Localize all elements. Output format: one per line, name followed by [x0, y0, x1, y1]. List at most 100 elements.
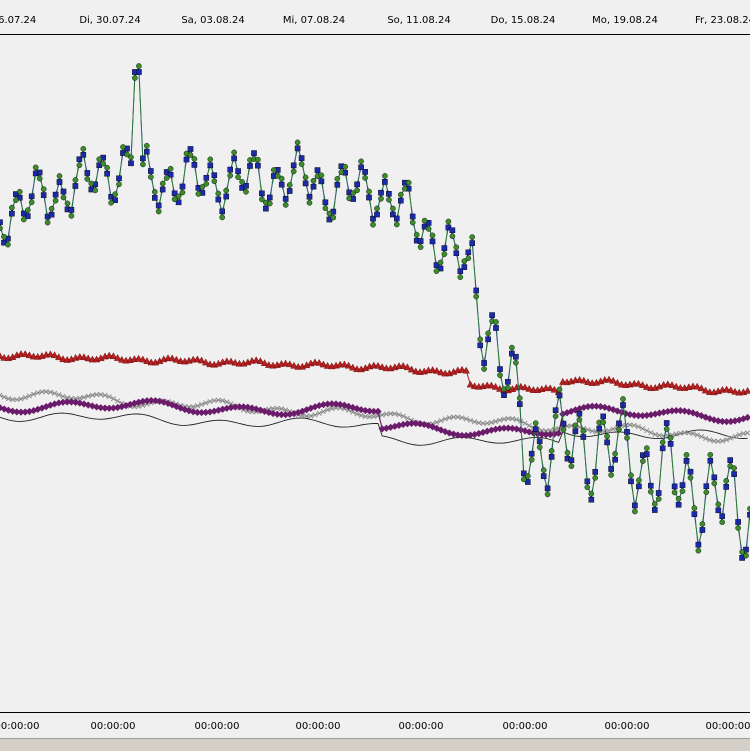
red-triangle-marker: [25, 351, 34, 359]
grey-x-marker: [5, 396, 11, 402]
green-circle-marker: [9, 204, 15, 211]
blue-square-marker: [278, 181, 285, 188]
blue-square-marker: [433, 262, 440, 268]
purple-diamond-marker: [634, 412, 642, 420]
top-tick-label: Fr, 23.08.24: [694, 15, 750, 26]
purple-diamond-marker: [324, 400, 332, 408]
green-circle-marker: [640, 458, 646, 464]
blue-square-marker: [159, 186, 166, 193]
purple-diamond-marker: [0, 404, 4, 412]
blue-square-marker: [636, 483, 642, 490]
red-triangle-marker: [584, 378, 592, 385]
blue-square-marker: [52, 191, 59, 198]
scrollbar-strip[interactable]: [0, 738, 750, 751]
blue-square-marker: [354, 181, 360, 188]
green-circle-marker: [318, 172, 325, 179]
green-circle-marker: [350, 190, 357, 196]
purple-diamond-marker: [668, 407, 676, 415]
green-circle-marker: [24, 207, 31, 213]
grey-x-marker: [203, 400, 209, 406]
purple-diamond-marker: [399, 420, 407, 429]
blue-square-marker: [648, 482, 654, 489]
green-circle-marker: [96, 156, 102, 162]
blue-square-marker: [453, 250, 460, 257]
green-circle-marker: [572, 422, 579, 429]
blue-square-marker: [687, 468, 694, 475]
purple-diamond-marker: [126, 400, 134, 409]
green-circle-marker: [346, 195, 353, 202]
green-circle-marker: [290, 168, 297, 175]
purple-diamond-marker: [67, 398, 75, 406]
green-circle-marker: [560, 426, 567, 433]
grey-x-marker: [728, 435, 734, 441]
grey-x-marker: [711, 438, 717, 444]
grey-x-marker: [480, 420, 486, 426]
purple-diamond-marker: [84, 401, 92, 409]
grey-x-marker: [635, 424, 641, 430]
green-circle-marker: [592, 475, 599, 481]
grey-x-marker: [329, 405, 335, 412]
blue-square-marker: [612, 456, 618, 463]
blue-square-marker: [302, 180, 309, 187]
green-circle-marker: [56, 173, 63, 179]
blue-square-marker: [334, 181, 341, 188]
green-circle-marker: [13, 197, 19, 203]
green-circle-marker: [255, 156, 261, 163]
green-circle-marker: [425, 226, 432, 232]
green-circle-marker: [449, 233, 456, 239]
green-circle-marker: [390, 205, 396, 212]
grey-x-marker: [215, 397, 221, 403]
grey-x-marker: [682, 430, 688, 436]
blue-square-marker: [56, 179, 63, 185]
grey-x-marker: [60, 393, 66, 399]
green-circle-marker: [286, 182, 293, 188]
purple-diamond-marker: [559, 410, 567, 418]
green-circle-marker: [608, 472, 614, 478]
purple-diamond-marker: [403, 420, 411, 428]
red-triangle-marker: [609, 376, 617, 384]
purple-diamond-marker: [601, 403, 609, 411]
red-triangle-marker: [731, 387, 739, 395]
green-circle-marker: [393, 221, 400, 228]
blue-square-marker: [306, 193, 313, 200]
green-circle-marker: [128, 154, 134, 161]
purple-diamond-marker: [626, 410, 634, 419]
green-circle-marker: [628, 472, 634, 479]
purple-diamond-marker: [445, 429, 453, 437]
green-circle-marker: [334, 175, 341, 182]
top-tick-label: So, 11.08.24: [387, 15, 451, 26]
green-circle-marker: [648, 488, 654, 495]
grey-x-marker: [472, 419, 478, 425]
green-circle-marker: [36, 175, 43, 182]
green-circle-marker: [239, 179, 245, 185]
green-circle-marker: [259, 196, 265, 203]
grey-x-marker: [39, 389, 45, 395]
red-triangle-marker: [525, 384, 533, 392]
green-circle-marker: [433, 268, 440, 274]
green-circle-marker: [151, 189, 158, 195]
grey-x-marker: [740, 430, 746, 437]
blue-square-marker: [183, 156, 190, 163]
grey-x-marker: [304, 413, 310, 419]
blue-square-marker: [505, 379, 511, 385]
red-triangle-marker: [143, 357, 151, 364]
purple-diamond-marker: [592, 402, 600, 410]
purple-diamond-marker: [546, 430, 554, 439]
red-triangle-marker: [265, 361, 273, 368]
grey-x-marker: [455, 414, 461, 420]
green-circle-marker: [735, 525, 741, 531]
purple-diamond-marker: [97, 404, 105, 412]
blue-square-marker: [497, 366, 503, 372]
purple-diamond-marker: [244, 403, 252, 411]
purple-diamond-marker: [130, 399, 138, 407]
blue-square-marker: [560, 420, 567, 427]
purple-diamond-marker: [265, 408, 273, 417]
green-circle-marker: [132, 75, 138, 81]
red-triangle-marker: [407, 365, 416, 373]
green-circle-marker: [60, 194, 67, 201]
blue-square-marker: [140, 155, 146, 162]
green-circle-marker: [175, 193, 182, 200]
grey-x-marker: [249, 409, 255, 415]
green-circle-marker: [124, 151, 130, 158]
grey-x-marker: [467, 417, 473, 423]
